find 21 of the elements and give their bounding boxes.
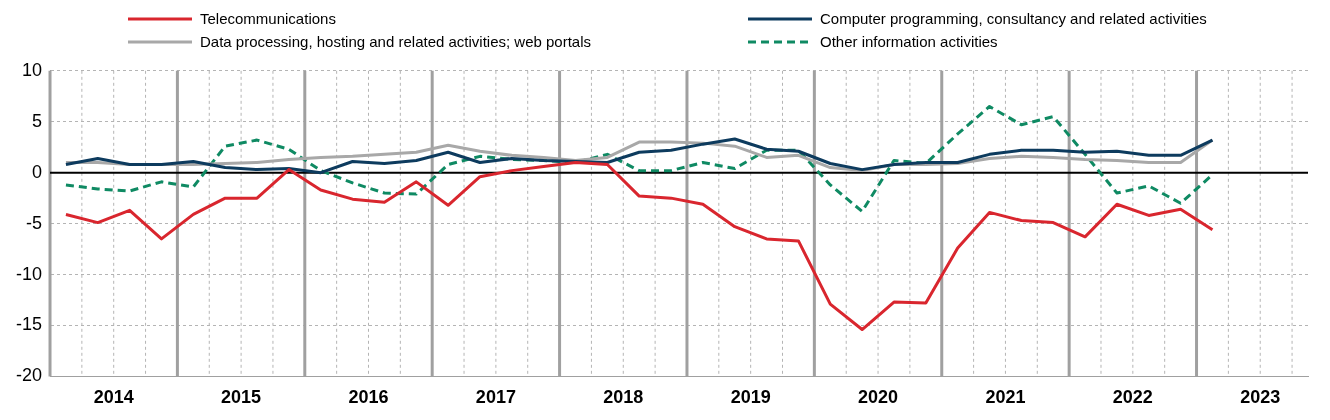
y-tick-label: -20 bbox=[16, 365, 43, 386]
x-tick-label: 2017 bbox=[475, 387, 516, 408]
x-tick-label: 2015 bbox=[221, 387, 262, 408]
y-tick-label: 10 bbox=[21, 59, 43, 80]
legend-label: Telecommunications bbox=[200, 10, 336, 27]
y-tick-label: -5 bbox=[26, 212, 43, 233]
x-tick-label: 2018 bbox=[603, 387, 644, 408]
x-tick-label: 2014 bbox=[93, 387, 134, 408]
x-tick-label: 2023 bbox=[1240, 387, 1281, 408]
y-tick-label: -10 bbox=[16, 263, 43, 284]
y-tick-label: 5 bbox=[32, 110, 43, 131]
x-tick-label: 2022 bbox=[1112, 387, 1153, 408]
y-tick-label: 0 bbox=[32, 161, 43, 182]
x-tick-label: 2021 bbox=[985, 387, 1026, 408]
legend-label: Data processing, hosting and related activities; web portals bbox=[200, 33, 592, 50]
legend-label: Computer programming, consultancy and related activities bbox=[820, 10, 1207, 27]
legend-label: Other information activities bbox=[820, 33, 998, 50]
y-tick-label: -15 bbox=[16, 314, 43, 335]
x-tick-label: 2019 bbox=[730, 387, 771, 408]
x-tick-label: 2020 bbox=[858, 387, 899, 408]
x-tick-label: 2016 bbox=[348, 387, 389, 408]
